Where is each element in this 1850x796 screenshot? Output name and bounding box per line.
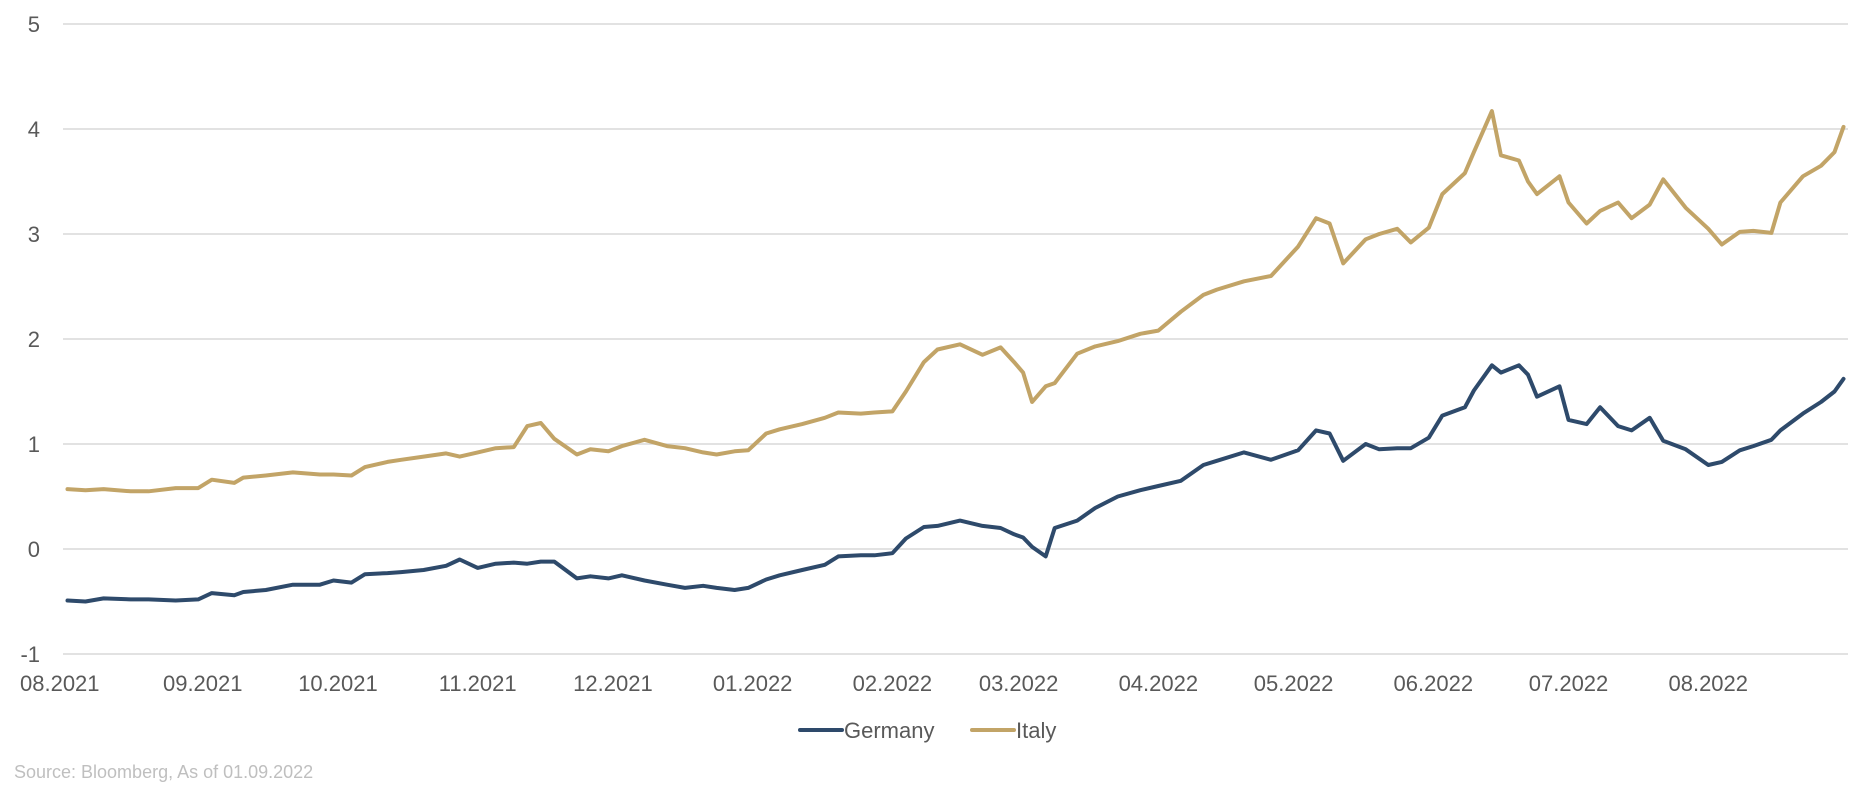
x-tick-label: 05.2022	[1254, 671, 1334, 696]
legend: Germany Italy	[798, 718, 1056, 743]
legend-label-germany: Germany	[844, 718, 934, 743]
x-tick-label: 11.2021	[439, 671, 517, 696]
x-tick-label: 02.2022	[853, 671, 933, 696]
series-line-germany	[65, 363, 1846, 604]
y-tick-label: -1	[20, 642, 40, 667]
y-tick-label: 5	[28, 12, 40, 37]
legend-label-italy: Italy	[1016, 718, 1056, 743]
x-tick-label: 12.2021	[573, 671, 653, 696]
series-line-italy	[65, 109, 1846, 494]
x-axis-ticks: 08.2021 09.2021 10.2021 11.2021 12.2021 01.20…	[20, 671, 1748, 696]
x-tick-label: 03.2022	[979, 671, 1059, 696]
x-tick-label: 08.2022	[1668, 671, 1748, 696]
source-note: Source: Bloomberg, As of 01.09.2022	[14, 762, 314, 782]
x-tick-label: 10.2021	[298, 671, 378, 696]
y-tick-label: 3	[28, 222, 40, 247]
x-tick-label: 07.2022	[1529, 671, 1609, 696]
y-tick-label: 0	[28, 537, 40, 562]
x-tick-label: 08.2021	[20, 671, 100, 696]
x-tick-label: 04.2022	[1119, 671, 1199, 696]
x-tick-label: 01.2022	[713, 671, 793, 696]
x-tick-label: 06.2022	[1394, 671, 1474, 696]
series-lines	[65, 109, 1846, 604]
gridlines	[63, 23, 1848, 655]
y-tick-label: 4	[28, 117, 40, 142]
x-tick-label: 09.2021	[163, 671, 243, 696]
y-tick-label: 1	[28, 432, 40, 457]
y-axis-ticks: -1 0 1 2 3 4 5	[20, 12, 40, 667]
y-tick-label: 2	[28, 327, 40, 352]
